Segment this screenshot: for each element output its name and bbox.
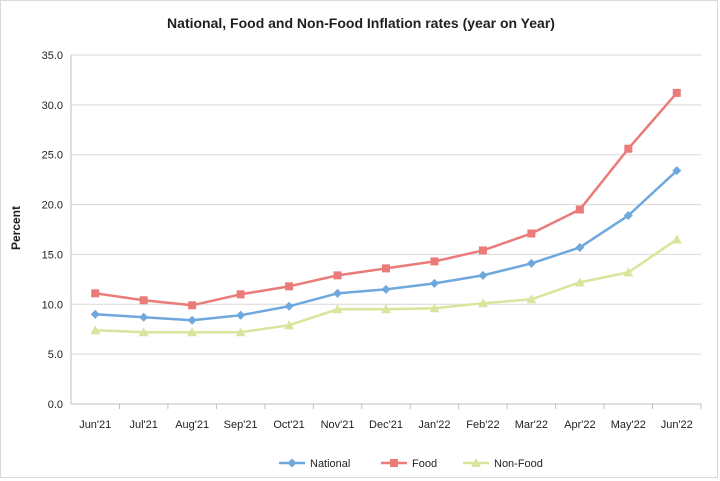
data-point-non-food [623,267,634,277]
data-point-non-food [381,304,391,314]
y-tick-label: 30.0 [42,100,63,112]
y-tick-label: 15.0 [42,249,63,261]
data-point-food [527,229,536,238]
data-point-non-food [90,325,101,335]
series-line-national [95,169,678,322]
y-tick-label: 35.0 [42,50,63,62]
data-point-non-food [671,234,682,244]
data-point-national [284,301,294,311]
y-axis-ticks: 0.0 5.0 10.0 15.0 20.0 25.0 30.0 35.0 [42,50,63,411]
legend-label: Food [412,458,437,470]
series-national [90,166,682,325]
legend-marker [287,458,297,468]
chart-title: National, Food and Non-Food Inflation ra… [167,15,555,31]
y-axis-label: Percent [9,206,23,250]
data-point-national [526,258,536,268]
data-point-food [285,282,294,291]
legend-label: National [310,458,350,470]
y-tick-label: 0.0 [48,399,63,411]
x-tick-label: Aug'21 [175,419,209,431]
data-point-food [333,271,342,280]
data-point-non-food [138,327,149,337]
data-point-national [672,166,682,176]
y-tick-label: 20.0 [42,200,63,212]
data-point-national [139,312,149,322]
legend-item-non-food: Non-Food [463,458,543,470]
data-point-food [382,264,390,273]
x-axis-ticks: Jun'21 Jul'21 Aug'21 Sep'21 Oct'21 Nov'21 Dec'… [79,404,702,431]
x-tick-label: Apr'22 [564,419,595,431]
x-tick-label: Oct'21 [273,419,304,431]
x-tick-label: Jan'22 [418,419,450,431]
data-point-national [575,242,585,252]
data-point-food [624,144,633,153]
x-tick-label: Dec'21 [369,419,403,431]
x-tick-label: Jun'22 [661,419,693,431]
data-point-non-food [284,320,295,330]
data-point-non-food [574,277,585,287]
data-point-food [91,289,100,298]
data-point-non-food [429,303,440,313]
x-tick-label: Jul'21 [129,419,157,431]
data-point-food [478,246,487,255]
legend-marker [390,459,398,467]
x-tick-label: May'22 [611,419,646,431]
x-tick-label: Sep'21 [224,419,258,431]
data-point-national [187,315,197,325]
data-point-food [430,257,439,266]
legend-label: Non-Food [494,458,543,470]
data-point-national [429,278,439,288]
data-point-food [139,296,148,305]
data-point-national [236,310,246,320]
series-lines [90,88,682,337]
series-non-food [90,234,682,337]
data-point-food [188,301,197,310]
x-tick-label: Mar'22 [515,419,548,431]
y-tick-label: 5.0 [48,349,63,361]
data-point-non-food [187,327,198,337]
data-point-food [236,290,245,299]
x-tick-label: Jun'21 [79,419,111,431]
y-tick-label: 25.0 [42,150,63,162]
data-point-national [478,270,488,280]
data-point-non-food [526,294,537,304]
data-point-food [672,88,681,97]
legend-marker [471,458,481,467]
legend: National Food Non-Food [279,458,543,470]
data-point-national [90,309,100,319]
legend-item-national: National [279,458,350,470]
series-food [91,88,681,310]
data-point-national [333,288,343,298]
x-tick-label: Feb'22 [466,419,499,431]
data-point-non-food [332,304,343,314]
series-line-food [95,92,678,307]
data-point-non-food [477,298,488,308]
data-point-national [623,211,633,221]
data-point-national [381,284,391,294]
x-tick-label: Nov'21 [321,419,355,431]
y-tick-label: 10.0 [42,299,63,311]
data-point-food [575,205,584,214]
legend-item-food: Food [381,458,437,470]
data-point-non-food [235,327,246,337]
